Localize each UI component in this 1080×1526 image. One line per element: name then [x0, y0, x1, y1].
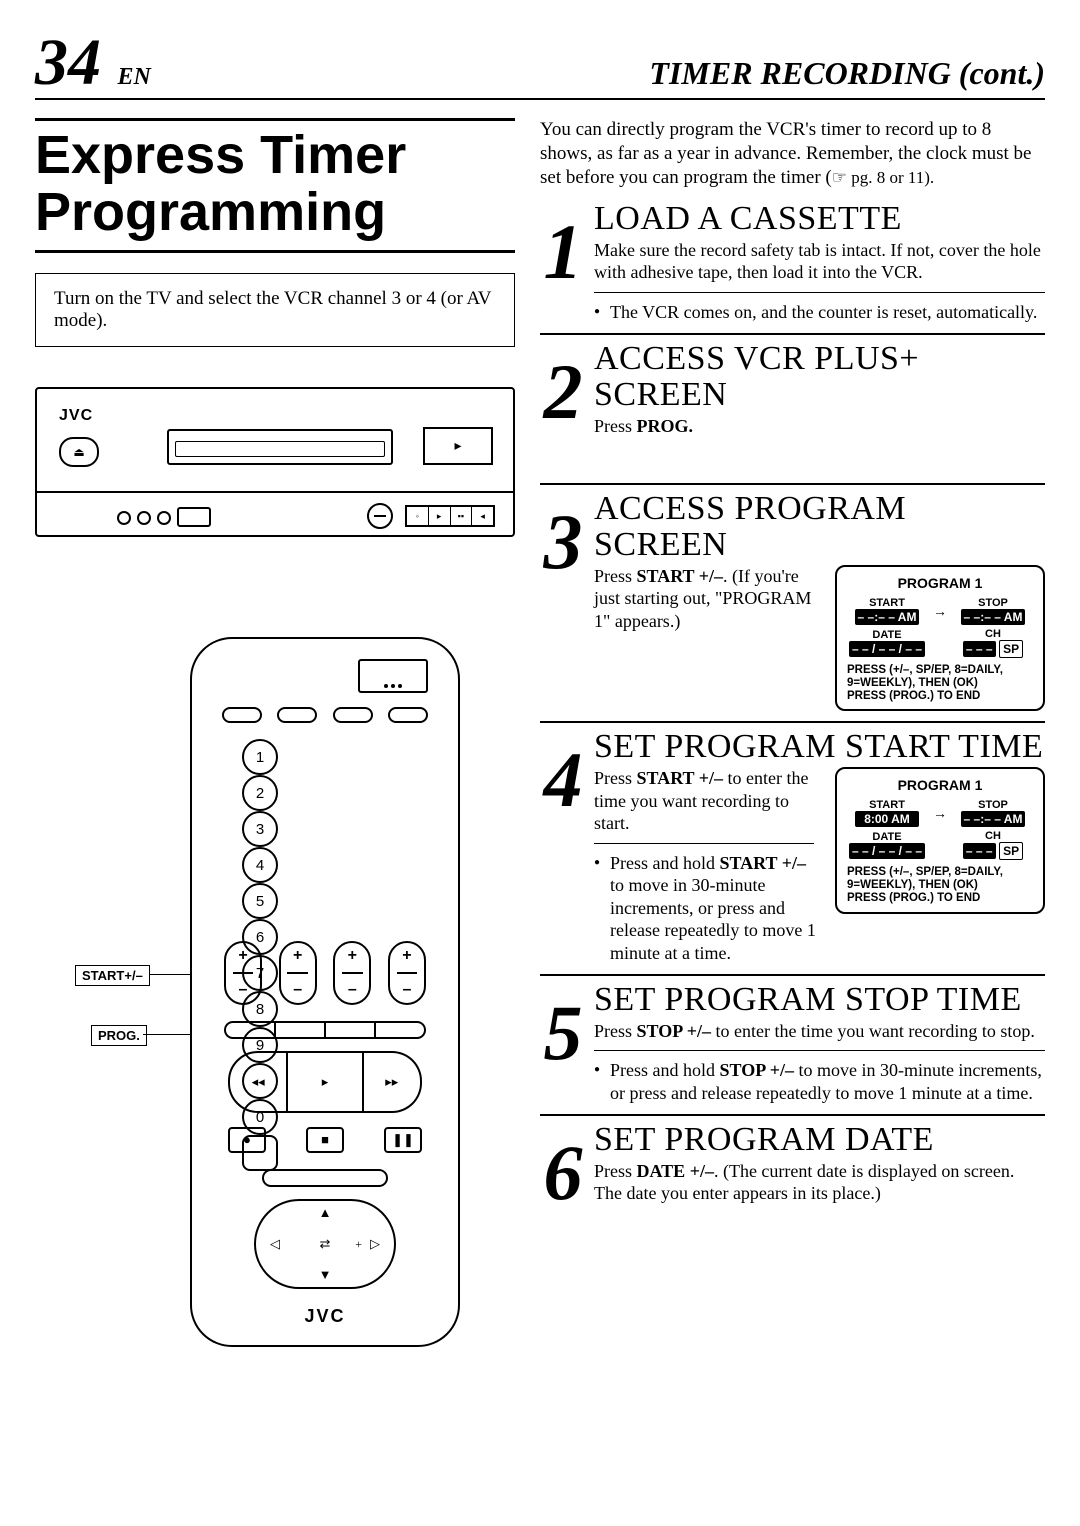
remote-illustration: START+/– PROG. STOP+/– DATE+/– 1 2	[35, 637, 515, 1357]
osd-program-screen: PROGRAM 1 START8:00 AM → STOP– –:– – AM …	[835, 767, 1045, 914]
remote-small-button	[222, 707, 262, 723]
vcr-display	[423, 427, 493, 465]
vcr-door	[177, 507, 211, 527]
stop-icon: ■	[306, 1127, 344, 1153]
remote-small-button	[333, 707, 373, 723]
remote-pm-button: +–	[388, 941, 426, 1005]
step-number: 4	[544, 753, 583, 808]
section-title: TIMER RECORDING (cont.)	[649, 55, 1045, 92]
main-title: Express Timer Programming	[35, 127, 515, 240]
osd-help: PRESS (+/–, SP/EP, 8=DAILY, 9=WEEKLY), T…	[847, 664, 1033, 704]
step-bullet: Press and hold START +/– to move in 30-m…	[594, 852, 821, 965]
vcr-knobs	[117, 511, 171, 525]
pause-icon: ❚❚	[384, 1127, 422, 1153]
step-text: Press START +/–. (If you're just startin…	[594, 565, 821, 633]
step-number: 1	[544, 225, 583, 280]
step-2: 2 ACCESS VCR PLUS+ SCREEN Press PROG.	[540, 333, 1045, 473]
page-ref-icon: ☞ pg. 8 or 11).	[832, 168, 934, 187]
step-title: ACCESS VCR PLUS+ SCREEN	[594, 341, 1045, 412]
remote-body: 1 2 3 4 5 6 7 8 9	[190, 637, 460, 1347]
digit-5: 5	[242, 883, 278, 919]
remote-pm-button: +–	[224, 941, 262, 1005]
osd-title: PROGRAM 1	[847, 777, 1033, 793]
remote-plusminus-row: +– +– +– +–	[224, 941, 426, 1005]
remote-menu-bar	[262, 1169, 388, 1187]
digit-2: 2	[242, 775, 278, 811]
vcr-transport-buttons: ◦▸▪▪◂	[405, 505, 495, 527]
page-lang: EN	[118, 64, 151, 90]
remote-bar-row	[224, 1021, 426, 1039]
remote-lcd	[358, 659, 428, 693]
remote-small-button	[277, 707, 317, 723]
digit-4: 4	[242, 847, 278, 883]
rule	[594, 292, 1045, 293]
step-text: Press DATE +/–. (The current date is dis…	[594, 1160, 1045, 1205]
step-1: 1 LOAD A CASSETTE Make sure the record s…	[540, 201, 1045, 323]
arrow-icon: →	[933, 603, 947, 619]
vcr-jog-dial	[367, 503, 393, 529]
title-block: Express Timer Programming	[35, 118, 515, 253]
rule	[594, 843, 814, 844]
step-number: 3	[544, 515, 583, 570]
record-icon: ●	[228, 1127, 266, 1153]
intro-text: You can directly program the VCR's timer…	[540, 118, 1045, 189]
step-number: 6	[544, 1146, 583, 1201]
step-title: ACCESS PROGRAM SCREEN	[594, 491, 1045, 562]
digit-3: 3	[242, 811, 278, 847]
remote-small-button	[388, 707, 428, 723]
osd-help: PRESS (+/–, SP/EP, 8=DAILY, 9=WEEKLY), T…	[847, 866, 1033, 906]
intro-prefix: You can directly program the VCR's timer…	[540, 119, 1031, 188]
callout-prog: PROG.	[91, 1025, 147, 1046]
step-3: 3 ACCESS PROGRAM SCREEN Press START +/–.…	[540, 483, 1045, 711]
eject-button-icon	[59, 437, 99, 467]
step-text: Make sure the record safety tab is intac…	[594, 239, 1045, 284]
step-text: Press START +/– to enter the time you wa…	[594, 767, 821, 835]
step-4: 4 SET PROGRAM START TIME Press START +/–…	[540, 721, 1045, 964]
vcr-brand: JVC	[59, 407, 93, 425]
step-title: SET PROGRAM STOP TIME	[594, 982, 1045, 1018]
step-text: Press PROG.	[594, 415, 1045, 438]
page-number: 34 EN	[35, 30, 151, 96]
step-title: SET PROGRAM START TIME	[594, 729, 1045, 765]
cassette-slot	[167, 429, 393, 465]
remote-pm-button: +–	[333, 941, 371, 1005]
remote-transport-2: ● ■ ❚❚	[228, 1127, 422, 1157]
step-text: Press STOP +/– to enter the time you wan…	[594, 1020, 1045, 1043]
vcr-illustration: JVC ◦▸▪▪◂	[35, 387, 515, 537]
remote-top-row	[222, 707, 428, 723]
remote-pm-button: +–	[279, 941, 317, 1005]
callout-start: START+/–	[75, 965, 150, 986]
remote-transport: ◂◂ ▸ ▸▸	[228, 1051, 422, 1113]
step-title: LOAD A CASSETTE	[594, 201, 1045, 237]
vcr-divider	[37, 491, 513, 493]
note-box: Turn on the TV and select the VCR channe…	[35, 273, 515, 347]
step-6: 6 SET PROGRAM DATE Press DATE +/–. (The …	[540, 1114, 1045, 1205]
osd-program-screen: PROGRAM 1 START– –:– – AM → STOP– –:– – …	[835, 565, 1045, 712]
step-bullet: Press and hold STOP +/– to move in 30-mi…	[594, 1059, 1045, 1104]
step-title: SET PROGRAM DATE	[594, 1122, 1045, 1158]
remote-brand: JVC	[192, 1306, 458, 1327]
step-5: 5 SET PROGRAM STOP TIME Press STOP +/– t…	[540, 974, 1045, 1104]
page-number-value: 34	[35, 26, 101, 99]
osd-title: PROGRAM 1	[847, 575, 1033, 591]
step-number: 5	[544, 1006, 583, 1061]
arrow-icon: →	[933, 805, 947, 821]
step-number: 2	[544, 365, 583, 420]
step-bullet: The VCR comes on, and the counter is res…	[594, 301, 1045, 324]
page-header: 34 EN TIMER RECORDING (cont.)	[35, 30, 1045, 100]
digit-1: 1	[242, 739, 278, 775]
remote-dpad: ◁▷ ⇄ +	[254, 1199, 396, 1289]
rule	[594, 1050, 1045, 1051]
